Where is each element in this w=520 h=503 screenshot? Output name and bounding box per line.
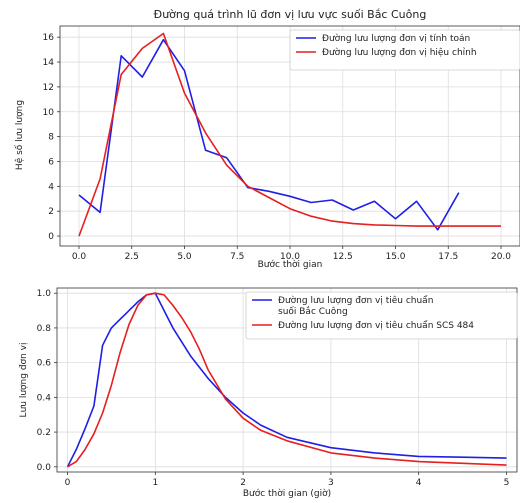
chart-top-legend-label-2: Đường lưu lượng đơn vị hiệu chỉnh: [322, 47, 477, 58]
chart-bottom-legend: Đường lưu lượng đơn vị tiêu chuẩn suối Bắ…: [245, 291, 518, 340]
chart-top-ytick-label: 0: [48, 232, 54, 242]
chart-top-xtick-label: 5.0: [177, 252, 192, 262]
chart-bottom-ylabel: Lưu lượng đơn vị: [19, 343, 29, 418]
chart-top-ticks: 0.0 2.5 5.0 7.5 10.0 12.5 15.0 17.5 20.0 0 2 4 6 8 10 1…: [43, 33, 512, 262]
chart-top-xtick-label: 0.0: [72, 252, 87, 262]
chart-bottom-ytick-label: 0.0: [37, 463, 52, 473]
chart-top-xtick-label: 2.5: [125, 252, 139, 262]
chart-top-series: [78, 32, 501, 237]
chart-bottom-ytick-label: 1.0: [37, 289, 52, 299]
chart-bottom-xtick-label: 4: [416, 478, 422, 488]
chart-top-ytick-label: 16: [43, 33, 55, 43]
chart-bottom-ytick-label: 0.4: [37, 393, 52, 403]
chart-top-ytick-label: 2: [48, 207, 54, 217]
chart-top-legend-box: [289, 29, 520, 71]
chart-bottom: Lưu lượng đơn vị Bước thời gian (giờ) 0 1…: [19, 287, 518, 499]
chart-bottom-xtick-label: 5: [504, 478, 510, 488]
chart-top-legend: Đường lưu lượng đơn vị tính toán Đường lư…: [289, 29, 520, 71]
chart-top-xlabel: Bước thời gian: [258, 259, 323, 270]
chart-bottom-ytick-label: 0.2: [37, 428, 51, 438]
chart-bottom-xtick-label: 1: [152, 478, 158, 488]
chart-top-frame: [59, 25, 520, 247]
chart-bottom-xlabel: Bước thời gian (giờ): [243, 488, 331, 499]
chart-top-ytick-label: 6: [48, 157, 54, 167]
chart-bottom-legend-label-2: Đường lưu lượng đơn vị tiêu chuẩn SCS 48…: [278, 320, 474, 331]
chart-top-xtick-label: 15.0: [385, 252, 405, 262]
chart-top-ytick-label: 10: [43, 108, 55, 118]
chart-top-ytick-label: 4: [48, 182, 54, 192]
chart-bottom-xtick-label: 2: [240, 478, 246, 488]
chart-bottom-series-line-2: [67, 292, 507, 468]
chart-top: Đường quá trình lũ đơn vị lưu vực suối B…: [14, 8, 520, 270]
chart-top-ytick-label: 8: [48, 133, 54, 143]
chart-bottom-legend-label-1: Đường lưu lượng đơn vị tiêu chuẩn suối Bắ…: [278, 295, 433, 317]
chart-top-series-line-1: [78, 38, 460, 231]
chart-top-xtick-label: 12.5: [333, 252, 353, 262]
chart-top-xtick-label: 17.5: [438, 252, 458, 262]
chart-bottom-ticks: 0 1 2 3 4 5 0.0 0.2 0.4 0.6 0.8 1.0: [37, 289, 510, 488]
chart-top-xtick-label: 10.0: [280, 252, 300, 262]
chart-bottom-xtick-label: 0: [65, 478, 71, 488]
chart-bottom-series-line-1: [66, 292, 507, 468]
chart-bottom-frame: [56, 287, 518, 473]
chart-top-xtick-label: 7.5: [230, 252, 244, 262]
chart-top-legend-label-1: Đường lưu lượng đơn vị tính toán: [322, 33, 470, 44]
chart-top-ytick-label: 12: [43, 83, 54, 93]
chart-top-series-line-2: [78, 32, 501, 237]
chart-top-ylabel: Hệ số lưu lượng: [14, 100, 25, 170]
chart-top-xtick-label: 20.0: [491, 252, 511, 262]
chart-top-ytick-label: 14: [43, 58, 55, 68]
chart-bottom-xtick-label: 3: [328, 478, 334, 488]
chart-bottom-ytick-label: 0.8: [37, 324, 52, 334]
chart-top-title: Đường quá trình lũ đơn vị lưu vực suối B…: [154, 8, 427, 21]
chart-bottom-ytick-label: 0.6: [37, 359, 52, 369]
chart-bottom-legend-box: [245, 291, 518, 340]
chart-bottom-series: [66, 292, 507, 468]
